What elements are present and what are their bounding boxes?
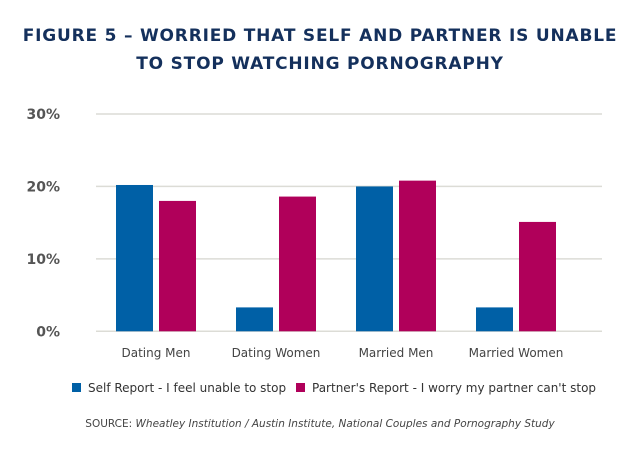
- x-category-label: Married Men: [359, 346, 434, 360]
- x-category-label: Dating Women: [232, 346, 321, 360]
- bar-partner: [399, 180, 436, 332]
- y-tick-label: 0%: [36, 324, 60, 340]
- y-tick-label: 30%: [26, 107, 60, 123]
- chart-title-line2: TO STOP WATCHING PORNOGRAPHY: [136, 54, 504, 74]
- bar-self: [356, 186, 393, 332]
- legend-label: Partner's Report - I worry my partner ca…: [312, 381, 596, 395]
- bar-self: [236, 307, 273, 332]
- source-text: Wheatley Institution / Austin Institute,…: [135, 418, 555, 430]
- legend-label: Self Report - I feel unable to stop: [88, 381, 286, 395]
- source-label: SOURCE:: [85, 418, 133, 430]
- legend-swatch: [72, 383, 81, 392]
- y-tick-label: 20%: [26, 179, 60, 195]
- bar-partner: [519, 221, 556, 332]
- chart-title-line1: FIGURE 5 – WORRIED THAT SELF AND PARTNER…: [22, 26, 618, 46]
- bar-self: [116, 184, 153, 332]
- legend-swatch: [296, 383, 305, 392]
- x-category-label: Dating Men: [121, 346, 190, 360]
- bar-partner: [279, 196, 316, 332]
- x-category-label: Married Women: [469, 346, 564, 360]
- y-tick-label: 10%: [26, 252, 60, 268]
- bar-self: [476, 307, 513, 332]
- bar-partner: [159, 200, 196, 332]
- source-note: SOURCE: Wheatley Institution / Austin In…: [0, 418, 640, 430]
